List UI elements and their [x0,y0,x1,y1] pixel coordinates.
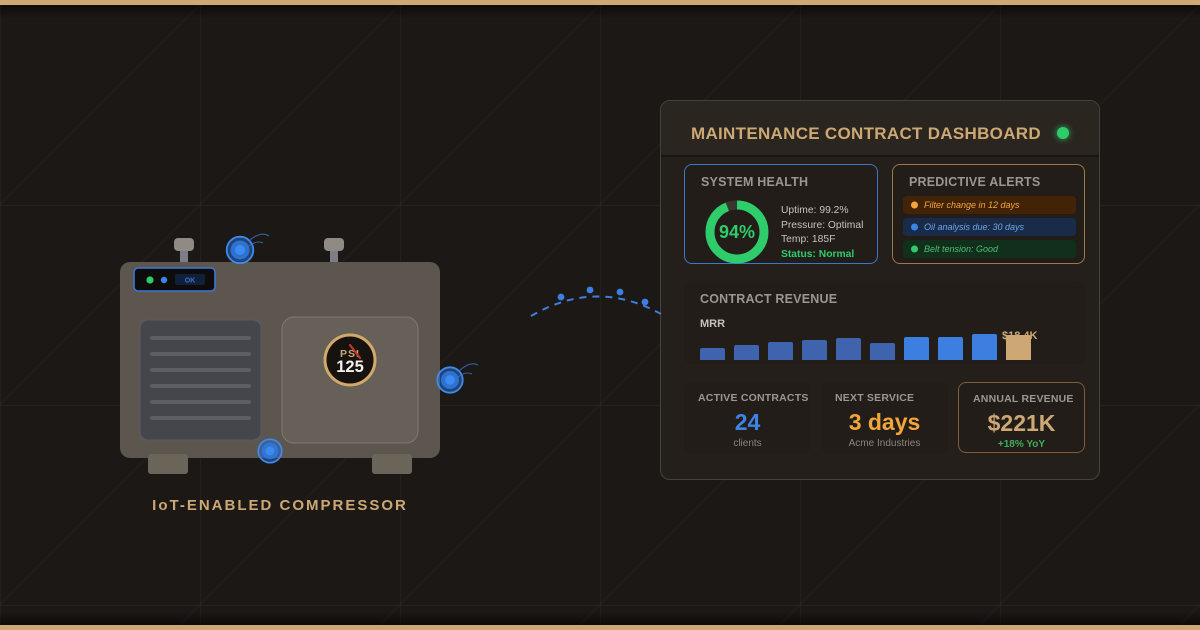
svg-text:125: 125 [336,358,364,376]
svg-text:OK: OK [185,278,196,285]
